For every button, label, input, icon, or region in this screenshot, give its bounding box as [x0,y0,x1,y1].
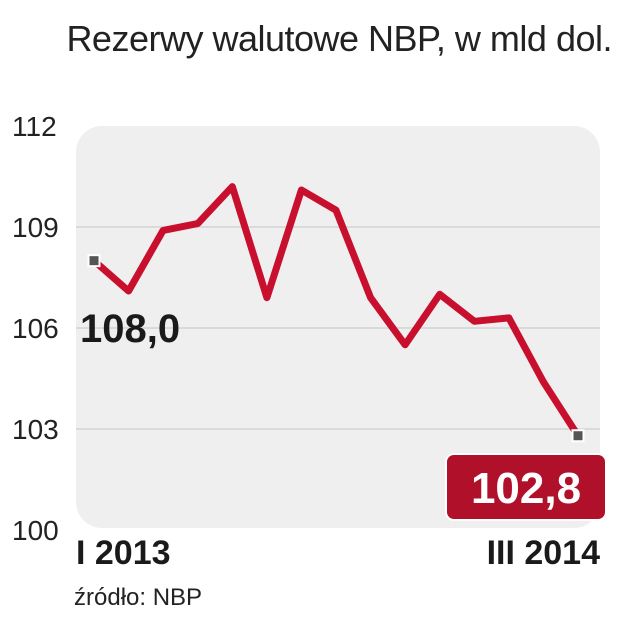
y-tick-label: 103 [12,414,59,445]
y-axis-ticks: 112 109 106 103 100 [12,111,59,546]
x-tick-last: III 2014 [487,534,601,572]
y-tick-label: 100 [12,515,59,546]
source-note: źródło: NBP [74,584,203,611]
series-line [90,183,582,440]
start-point-marker [87,254,101,268]
end-value-badge [445,453,607,521]
end-point-marker [571,429,585,443]
y-tick-label: 109 [12,212,59,243]
end-value-label: 102,8 [471,464,581,513]
chart-title: Rezerwy walutowe NBP, w mld dol. [66,18,612,59]
y-tick-label: 106 [12,313,59,344]
y-tick-label: 112 [12,111,57,142]
start-value-label: 108,0 [80,307,180,351]
x-tick-first: I 2013 [76,534,171,572]
